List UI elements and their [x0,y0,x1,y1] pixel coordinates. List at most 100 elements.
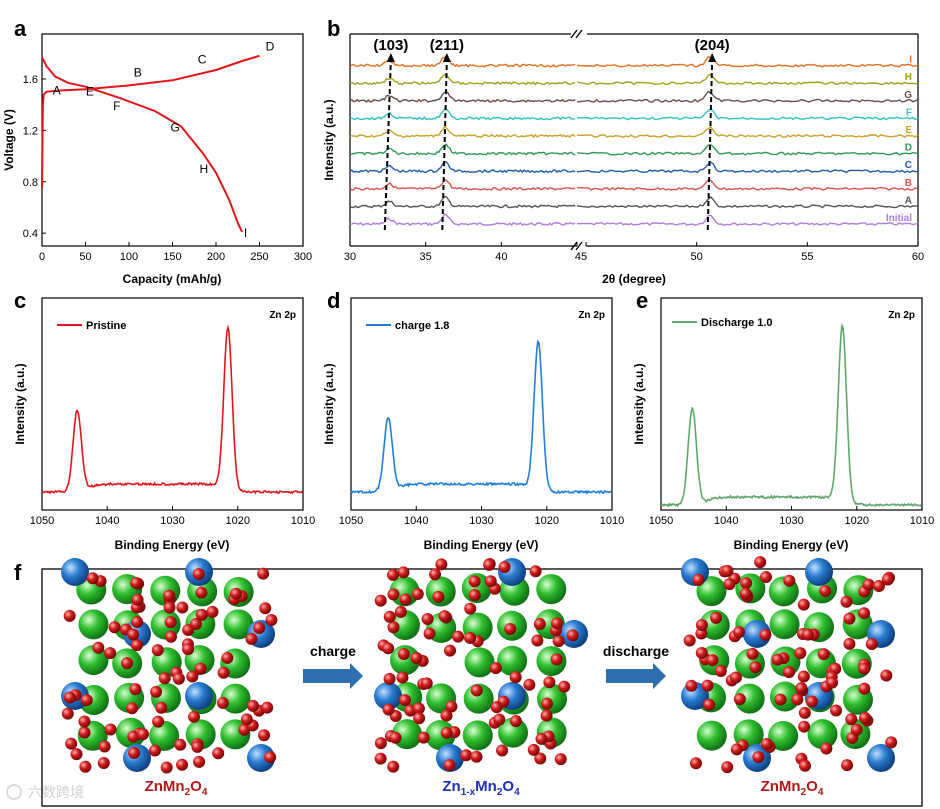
o-atom [558,680,571,693]
chart-b-xtick-label: 55 [801,251,813,263]
o-atom [131,593,144,606]
o-atom [845,713,858,726]
o-atom [126,702,139,715]
chart-c-title: Zn 2p [269,310,296,321]
o-atom [264,751,277,764]
chart-e: Binding Energy (eV) Intensity (a.u.) Zn … [632,297,934,552]
o-atom [192,568,205,581]
chart-b-pattern-A-right [576,196,919,209]
chart-xtick-label: 1050 [30,515,54,527]
mn-atom [497,645,528,676]
o-atom [216,696,229,709]
chart-a-xlabel: Capacity (mAh/g) [123,272,222,286]
o-atom [445,700,458,713]
o-atom [799,759,812,772]
o-atom [550,653,563,666]
chart-b-peak-shift-line [706,59,714,231]
chart-xtick-label: 1040 [404,515,428,527]
chart-xtick-label: 1010 [600,515,624,527]
o-atom [374,594,387,607]
o-atom [195,608,208,621]
o-atom [885,736,898,749]
o-atom [423,627,436,640]
o-atom [881,573,894,586]
o-atom [880,669,893,682]
o-atom [483,558,496,571]
o-atom [387,760,400,773]
o-atom [443,759,456,772]
o-atom [80,694,93,707]
o-atom [151,644,164,657]
o-atom [98,740,111,753]
o-atom [163,601,176,614]
o-atom [685,679,698,692]
o-atom [131,615,144,628]
chart-a-ytick-label: 1.6 [23,74,38,86]
o-atom [265,614,278,627]
chart-a-xtick-label: 200 [207,251,225,263]
o-atom [706,654,719,667]
o-atom [858,711,871,724]
o-atom [817,648,830,661]
o-atom [174,738,187,751]
chart-a-ytick-label: 0.4 [23,228,38,240]
watermark-logo-icon [6,784,22,800]
o-atom [78,715,91,728]
chart-b-trace-label-G: G [904,90,912,101]
crystal-zn1-xmn2o4 [374,558,588,773]
chart-b-pattern-F-right [576,107,919,121]
o-atom [858,607,871,620]
chart-xtick-label: 1010 [291,515,315,527]
o-atom [683,634,696,647]
o-atom [740,577,753,590]
chart-b-peak-label: (103) [373,37,408,54]
chart-xtick-label: 1030 [469,515,493,527]
chart-e-xlabel: Binding Energy (eV) [734,538,849,552]
chart-b-trace-label-H: H [905,72,912,83]
chart-b-pattern-A-left [349,195,576,209]
o-atom [797,598,810,611]
o-atom [397,566,410,579]
chart-a-point-label-G: G [170,121,179,135]
chart-b-pattern-H-left [349,73,576,86]
o-atom [78,726,91,739]
chart-b-peak-arrowhead [442,53,451,62]
o-atom [221,651,234,664]
chart-c-legend-label: Pristine [86,320,126,332]
chart-b-peak-arrowhead [708,53,717,62]
mn-atom [536,574,567,605]
o-atom [86,572,99,585]
o-atom [394,605,407,618]
o-atom [128,747,141,760]
o-atom [795,682,808,695]
o-atom [387,621,400,634]
chart-b-xtick-label: 50 [691,251,703,263]
o-atom [733,626,746,639]
o-atom [730,743,743,756]
o-atom [551,617,564,630]
o-atom [410,651,423,664]
o-atom [531,634,544,647]
mn-atom [462,720,493,751]
o-atom [552,635,565,648]
chart-b-trace-label-B: B [905,178,912,189]
chart-b-pattern-I-right [576,55,919,68]
o-atom [509,671,522,684]
chart-b-peak-shift-line [383,59,392,231]
chart-b-ylabel: Intensity (a.u.) [322,99,336,180]
o-atom [438,610,451,623]
o-atom [148,744,161,757]
chart-a-point-label-F: F [113,99,120,113]
o-atom [253,621,266,634]
chart-b-xtick-label: 40 [495,251,507,263]
watermark-text: 六数跨境 [28,784,84,800]
chart-b-pattern-C-left [349,161,576,174]
chart-xtick-label: 1040 [714,515,738,527]
panel-label-e: e [636,288,648,313]
o-atom [383,672,396,685]
o-atom [721,564,734,577]
o-atom [245,632,258,645]
o-atom [695,618,708,631]
chart-a-xtick-label: 250 [250,251,268,263]
panel-label-d: d [327,288,340,313]
